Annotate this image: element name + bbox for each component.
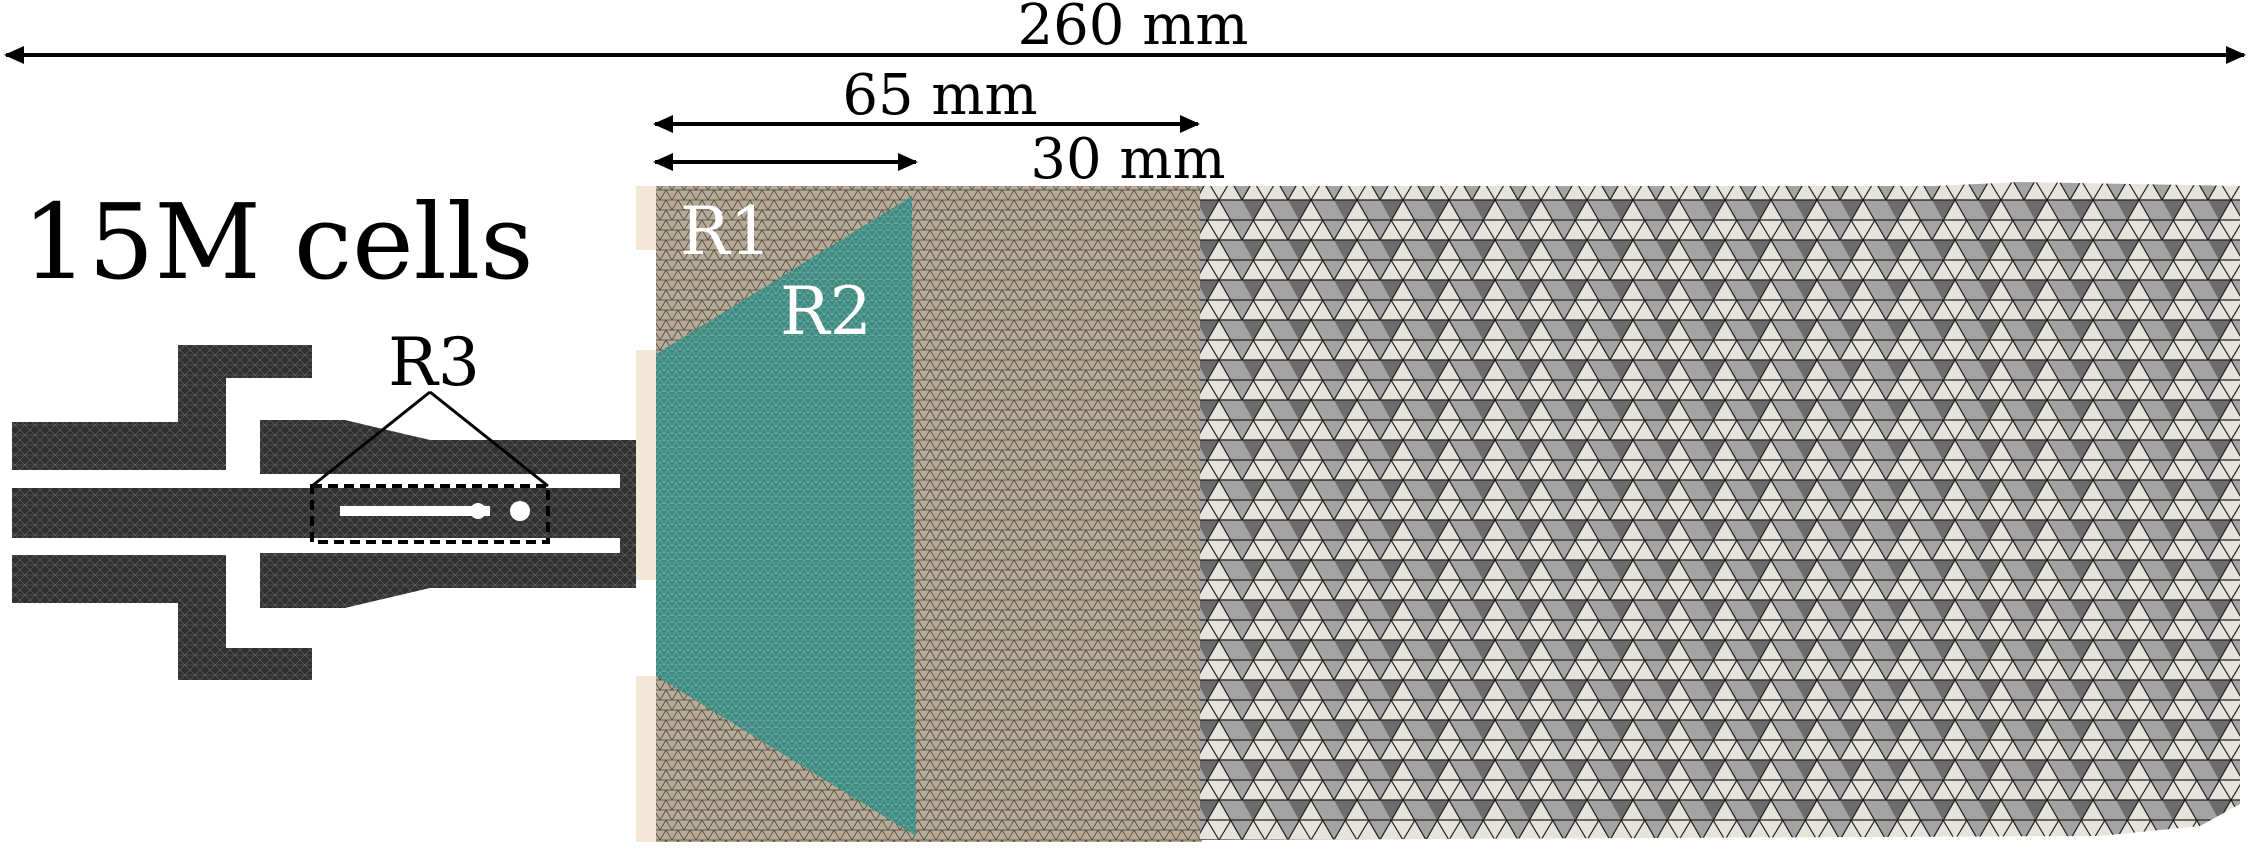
injector-upper-sleeve xyxy=(260,420,655,474)
dimension-total: 260 mm xyxy=(4,0,2246,64)
region-r3-label: R3 xyxy=(388,324,480,401)
plenum-wall-notch-bottom xyxy=(636,580,658,676)
cell-count-label: 15M cells xyxy=(22,181,534,303)
region-r3-box xyxy=(310,484,550,544)
coarse-mesh-zone xyxy=(1200,182,2240,840)
injector-lower-sleeve xyxy=(260,553,655,608)
injector-channel xyxy=(340,501,530,521)
channel-bulb-2 xyxy=(510,501,530,521)
injector-mesh xyxy=(12,345,660,680)
dimension-section-a: 30 mm xyxy=(653,127,1226,192)
region-r1-label: R1 xyxy=(680,193,772,270)
channel-bulb-1 xyxy=(470,503,486,519)
injector-center-rod xyxy=(12,488,624,538)
injector-upper-left xyxy=(12,345,312,470)
dimension-section-b: 65 mm xyxy=(653,63,1200,133)
region-r3-leader-left xyxy=(311,390,431,488)
plenum-wall-notch-top xyxy=(636,250,658,350)
dimension-section-b-label: 65 mm xyxy=(842,63,1037,128)
region-r3-leader-right xyxy=(429,390,549,488)
channel-slot xyxy=(340,506,490,516)
dimension-total-label: 260 mm xyxy=(1018,0,1249,58)
injector-lower-left xyxy=(12,555,312,680)
region-r3: R3 xyxy=(310,324,550,544)
dimension-section-a-label: 30 mm xyxy=(1030,127,1225,192)
region-r2-area xyxy=(656,196,916,836)
region-r2-label: R2 xyxy=(780,273,872,350)
